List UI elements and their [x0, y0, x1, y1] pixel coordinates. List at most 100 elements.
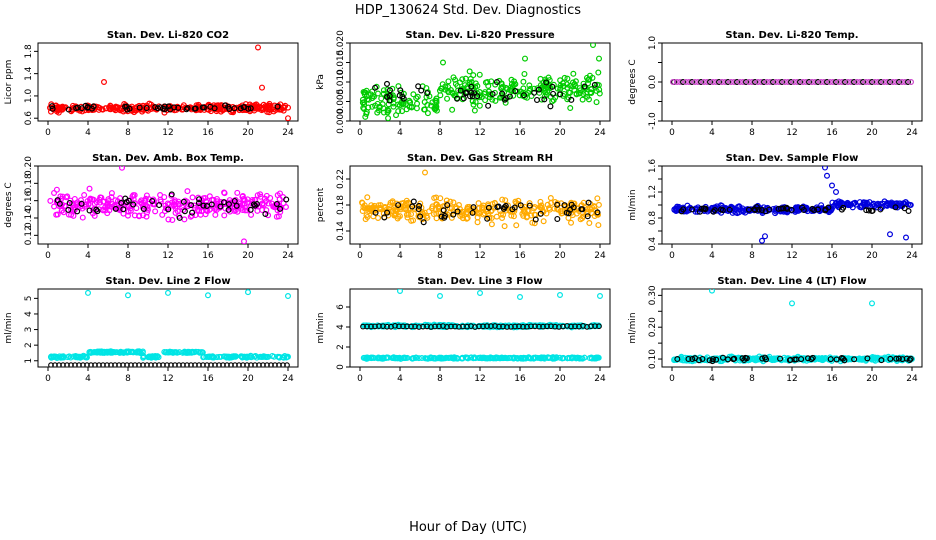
- data-point: [117, 349, 124, 356]
- data-point-black: [500, 323, 506, 330]
- outlier-point: [241, 238, 247, 244]
- data-point-black: [460, 95, 467, 102]
- data-point-black: [777, 355, 784, 362]
- data-point: [841, 78, 848, 85]
- outlier-point: [788, 300, 795, 307]
- data-point-black: [268, 362, 274, 367]
- data-point-black: [262, 210, 269, 217]
- data-point-black: [537, 210, 544, 217]
- data-point: [482, 89, 489, 96]
- outlier-point: [823, 172, 830, 179]
- data-point: [258, 104, 265, 111]
- data-point: [475, 200, 482, 207]
- x-tick-label: 12: [162, 128, 173, 138]
- data-point-black: [480, 323, 486, 330]
- data-point: [584, 93, 591, 100]
- data-point-black: [568, 323, 574, 330]
- point-layer: [360, 289, 603, 362]
- data-point-black: [124, 362, 130, 367]
- x-tick-label: 12: [474, 251, 485, 261]
- outlier-point: [477, 290, 484, 297]
- data-point-black: [188, 362, 194, 367]
- data-point: [361, 99, 368, 106]
- data-point: [414, 100, 421, 107]
- y-tick-label: 5: [24, 295, 34, 301]
- data-point-black: [581, 83, 588, 90]
- data-point: [520, 78, 527, 85]
- data-point-black: [709, 358, 716, 365]
- data-point-black: [778, 205, 785, 212]
- data-point: [190, 349, 197, 356]
- data-point: [464, 214, 471, 221]
- panel-title: Stan. Dev. Line 4 (LT) Flow: [717, 276, 866, 287]
- y-tick-label: 0.8: [648, 211, 658, 226]
- data-point: [547, 354, 554, 361]
- data-point-black: [827, 356, 834, 363]
- data-point: [844, 202, 851, 209]
- data-point-black: [809, 205, 816, 212]
- data-point-black: [543, 79, 550, 86]
- data-point: [124, 212, 131, 219]
- data-point: [214, 200, 221, 207]
- data-point: [476, 102, 483, 109]
- data-point: [595, 69, 602, 76]
- data-point: [754, 78, 761, 85]
- data-point-black: [233, 202, 240, 209]
- x-tick-label: 20: [554, 128, 566, 138]
- x-tick-label: 16: [826, 374, 838, 384]
- x-tick-label: 20: [554, 251, 566, 261]
- data-point-black: [274, 103, 281, 110]
- data-point: [89, 196, 96, 203]
- data-point: [50, 354, 57, 361]
- data-point-black: [520, 323, 526, 330]
- data-point-black: [591, 81, 598, 88]
- data-point: [63, 194, 70, 201]
- data-point-black: [561, 202, 568, 209]
- data-point: [688, 78, 695, 85]
- data-point-black: [236, 362, 242, 367]
- x-tick-label: 4: [709, 374, 715, 384]
- data-point: [112, 197, 119, 204]
- data-point: [551, 205, 558, 212]
- data-point: [435, 210, 442, 217]
- data-point: [874, 78, 881, 85]
- data-point-black: [251, 202, 258, 209]
- x-tick-label: 12: [162, 251, 173, 261]
- data-point-black: [440, 207, 447, 214]
- data-point: [212, 211, 219, 218]
- point-layer: [671, 166, 914, 244]
- x-tick-label: 12: [786, 251, 797, 261]
- data-point-black: [674, 356, 681, 363]
- data-point-black: [88, 362, 94, 367]
- data-point: [736, 78, 743, 85]
- data-point-black: [100, 362, 106, 367]
- data-point: [426, 208, 433, 215]
- outlier-point: [669, 78, 676, 85]
- data-point: [895, 78, 902, 85]
- x-tick-label: 16: [202, 128, 214, 138]
- data-point-black: [196, 196, 203, 203]
- data-point: [811, 354, 818, 361]
- data-point: [814, 78, 821, 85]
- data-point-black: [144, 362, 150, 367]
- data-point: [531, 220, 538, 227]
- data-point-black: [893, 355, 900, 362]
- data-point: [365, 96, 372, 103]
- data-point-black: [822, 207, 829, 214]
- data-point-black: [404, 323, 410, 330]
- data-point-black: [226, 105, 233, 112]
- data-point-black: [536, 323, 542, 330]
- data-point: [474, 214, 481, 221]
- data-point: [889, 78, 896, 85]
- data-point: [209, 353, 216, 360]
- x-tick-label: 4: [397, 128, 403, 138]
- outlier-point: [245, 289, 252, 296]
- data-point: [712, 78, 719, 85]
- data-point-black: [689, 356, 696, 363]
- data-point: [91, 200, 98, 207]
- data-point: [257, 353, 264, 360]
- data-point-black: [252, 362, 258, 367]
- data-point: [485, 82, 492, 89]
- data-point: [775, 78, 782, 85]
- data-point: [257, 193, 264, 200]
